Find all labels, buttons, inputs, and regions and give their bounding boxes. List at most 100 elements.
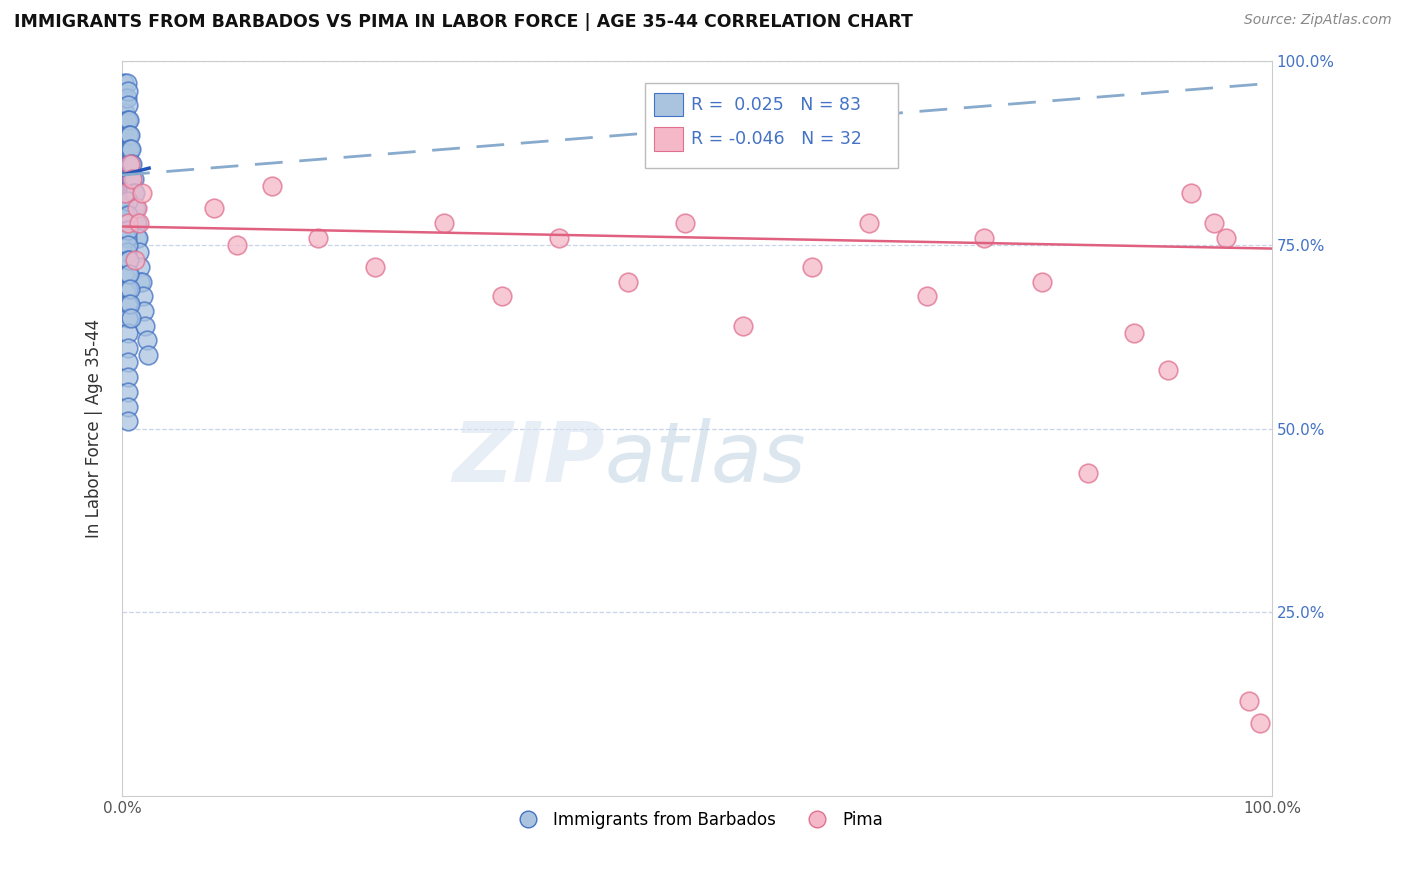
Point bbox=[858, 216, 880, 230]
Point bbox=[117, 216, 139, 230]
Point bbox=[125, 216, 148, 230]
Point bbox=[120, 311, 142, 326]
Point bbox=[307, 230, 329, 244]
Point bbox=[117, 83, 139, 97]
Point bbox=[136, 334, 159, 348]
Point bbox=[731, 318, 754, 333]
Point bbox=[1122, 326, 1144, 340]
Point bbox=[117, 326, 139, 340]
Point bbox=[132, 304, 155, 318]
Point bbox=[118, 112, 141, 127]
Point bbox=[260, 179, 283, 194]
Point bbox=[125, 230, 148, 244]
Point bbox=[122, 171, 145, 186]
Point bbox=[117, 209, 139, 223]
Point bbox=[226, 238, 249, 252]
Point bbox=[117, 311, 139, 326]
Point bbox=[125, 216, 148, 230]
Point bbox=[117, 179, 139, 194]
Point bbox=[112, 201, 135, 215]
Point bbox=[124, 201, 146, 215]
Point bbox=[127, 230, 149, 244]
Point bbox=[129, 275, 152, 289]
Point bbox=[202, 201, 225, 215]
Point bbox=[120, 282, 142, 296]
Point bbox=[125, 201, 148, 215]
Point bbox=[112, 216, 135, 230]
Point bbox=[1215, 230, 1237, 244]
Point bbox=[122, 186, 145, 201]
Point bbox=[120, 142, 142, 156]
Point bbox=[114, 223, 136, 237]
Point bbox=[117, 194, 139, 208]
Point bbox=[121, 171, 143, 186]
Point bbox=[118, 267, 141, 281]
Point bbox=[120, 157, 142, 171]
Point bbox=[115, 112, 138, 127]
Point bbox=[120, 171, 142, 186]
Point bbox=[117, 370, 139, 384]
Point bbox=[120, 157, 142, 171]
Point bbox=[118, 142, 141, 156]
Point bbox=[117, 355, 139, 369]
Point bbox=[112, 76, 135, 90]
Point bbox=[117, 384, 139, 399]
Point bbox=[117, 128, 139, 142]
Point bbox=[117, 296, 139, 310]
Point bbox=[120, 186, 142, 201]
Point bbox=[138, 348, 160, 362]
Point bbox=[112, 91, 135, 105]
Point bbox=[1180, 186, 1202, 201]
Point bbox=[1249, 715, 1271, 730]
Point bbox=[115, 245, 138, 260]
Point bbox=[117, 171, 139, 186]
Point bbox=[675, 216, 697, 230]
Text: R =  0.025   N = 83: R = 0.025 N = 83 bbox=[692, 95, 862, 113]
Point bbox=[124, 186, 146, 201]
Point bbox=[617, 275, 640, 289]
Point bbox=[128, 245, 150, 260]
Point bbox=[1204, 216, 1226, 230]
Point bbox=[121, 171, 143, 186]
Text: Source: ZipAtlas.com: Source: ZipAtlas.com bbox=[1244, 13, 1392, 28]
Text: R = -0.046   N = 32: R = -0.046 N = 32 bbox=[692, 130, 862, 148]
Point bbox=[548, 230, 571, 244]
Text: atlas: atlas bbox=[605, 417, 807, 499]
Point bbox=[120, 142, 142, 156]
Point bbox=[364, 260, 387, 274]
Point bbox=[973, 230, 995, 244]
Point bbox=[1077, 466, 1099, 480]
Point bbox=[1031, 275, 1053, 289]
Point bbox=[1157, 363, 1180, 377]
Point bbox=[115, 91, 138, 105]
Point bbox=[124, 252, 146, 267]
Point bbox=[121, 201, 143, 215]
Point bbox=[118, 157, 141, 171]
FancyBboxPatch shape bbox=[645, 83, 898, 168]
FancyBboxPatch shape bbox=[654, 93, 683, 116]
Point bbox=[120, 128, 142, 142]
Point bbox=[128, 216, 150, 230]
Point bbox=[915, 289, 938, 303]
Text: ZIP: ZIP bbox=[453, 417, 605, 499]
Point bbox=[115, 76, 138, 90]
Point bbox=[114, 186, 136, 201]
Point bbox=[117, 238, 139, 252]
Point bbox=[132, 289, 155, 303]
Point bbox=[114, 105, 136, 120]
Point bbox=[117, 150, 139, 164]
Point bbox=[117, 400, 139, 414]
FancyBboxPatch shape bbox=[654, 128, 683, 151]
Point bbox=[121, 157, 143, 171]
Y-axis label: In Labor Force | Age 35-44: In Labor Force | Age 35-44 bbox=[86, 319, 103, 538]
Point bbox=[117, 142, 139, 156]
Point bbox=[122, 201, 145, 215]
Point bbox=[118, 128, 141, 142]
Point bbox=[129, 260, 152, 274]
Point bbox=[117, 267, 139, 281]
Point bbox=[122, 216, 145, 230]
Point bbox=[117, 223, 139, 237]
Point bbox=[117, 414, 139, 428]
Point bbox=[433, 216, 456, 230]
Point bbox=[117, 164, 139, 178]
